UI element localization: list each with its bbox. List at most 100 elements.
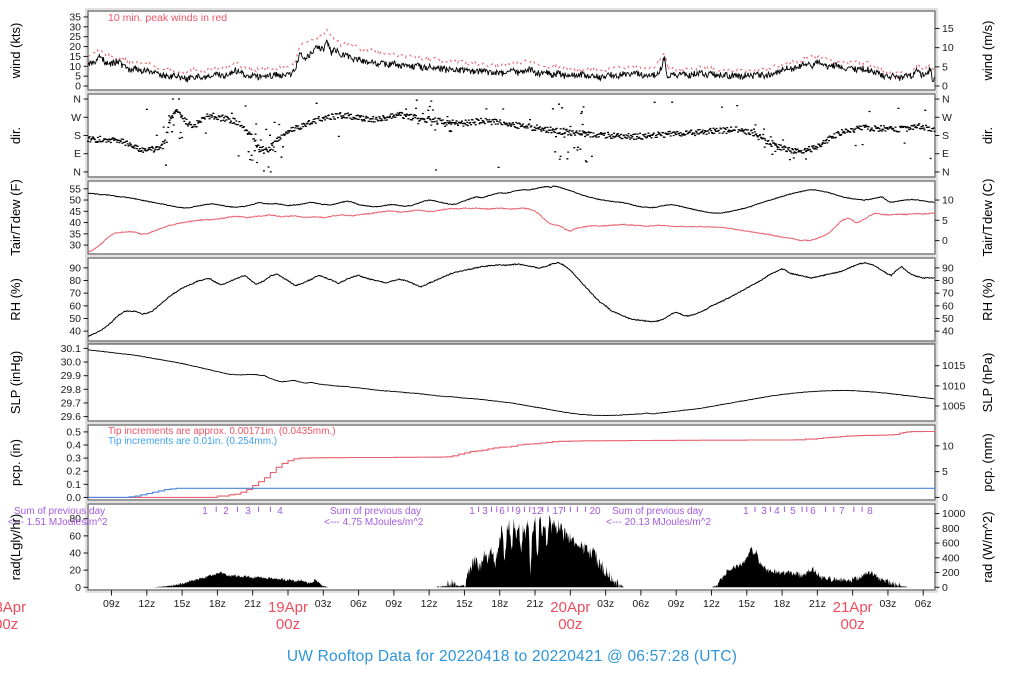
rh-ytick-label-right: 60 bbox=[942, 300, 954, 312]
temp-ytick-label-left: 45 bbox=[69, 206, 81, 218]
dir-ytick-label-left: N bbox=[73, 166, 81, 178]
rad-cumulative-marker: 7 bbox=[839, 506, 845, 517]
rad-cumulative-marker: 5 bbox=[790, 506, 796, 517]
panel-border bbox=[87, 257, 936, 342]
rh-ytick-label-left: 60 bbox=[69, 300, 81, 312]
series-wind-direction bbox=[87, 98, 936, 173]
dir-ytick-label-left: S bbox=[74, 130, 81, 142]
pcp-ytick-label-right: 0 bbox=[942, 492, 948, 504]
x-date-label: 00z bbox=[841, 616, 865, 633]
rh-ytick-label-left: 40 bbox=[69, 326, 81, 338]
series-air-temperature bbox=[87, 185, 935, 214]
rad-sum-annotation-line2: <--- 4.75 MJoules/m^2 bbox=[324, 517, 424, 528]
wind-ytick-label-left: 15 bbox=[69, 51, 81, 63]
x-tick-label: 06z bbox=[632, 598, 649, 610]
slp-ytick-label-left: 29.9 bbox=[61, 370, 82, 382]
rad-ytick-label-right: 200 bbox=[942, 567, 960, 579]
rh-ytick-label-right: 90 bbox=[942, 262, 954, 274]
rad-cumulative-marker: 6 bbox=[810, 506, 816, 517]
wind-ytick-label-right: 5 bbox=[942, 61, 948, 73]
panel-pcp: 0.00.10.20.30.4 0.5 0 5 10 pcp. (in) pcp. (mm)… bbox=[8, 422, 995, 504]
dir-axis-label-right: dir. bbox=[980, 127, 995, 144]
temp-axis-label-left: Tair/Tdew (F) bbox=[8, 179, 23, 256]
dir-ytick-label-right: E bbox=[942, 148, 949, 160]
rad-sum-annotation-line1: Sum of previous day bbox=[612, 506, 703, 517]
x-tick-label: 03z bbox=[879, 598, 896, 610]
rad-sum-annotation-line1: Sum of previous day bbox=[14, 506, 105, 517]
pcp-ytick-label-left: 0.3 bbox=[66, 453, 81, 465]
rh-ytick-label-left: 90 bbox=[69, 262, 81, 274]
x-tick-label: 09z bbox=[668, 598, 685, 610]
panel-outer-border bbox=[85, 501, 938, 593]
slp-ytick-label-right: 1005 bbox=[942, 400, 966, 412]
rad-cumulative-marker: 6 bbox=[499, 506, 505, 517]
series-solar-radiation-day3 bbox=[711, 546, 912, 588]
pcp-annotation: Tip increments are approx. 0.00171in. (0… bbox=[108, 426, 336, 437]
panel-border bbox=[87, 343, 936, 422]
rad-cumulative-marker: 20 bbox=[589, 506, 601, 517]
pcp-ytick-label-right: 5 bbox=[942, 466, 948, 478]
x-date-label: 19Apr bbox=[268, 599, 308, 616]
wind-axis-label-right: wind (m/s) bbox=[980, 21, 995, 82]
rh-ytick-label-left: 80 bbox=[69, 275, 81, 287]
pcp-axis-label-right: pcp. (mm) bbox=[980, 433, 995, 492]
x-tick-label: 18z bbox=[491, 598, 508, 610]
rh-ytick-label-right: 70 bbox=[942, 288, 954, 300]
temp-ytick-label-right: 0 bbox=[942, 235, 948, 247]
rh-ytick-label-right: 80 bbox=[942, 275, 954, 287]
rad-sum-annotation-line2: <--- 20.13 MJoules/m^2 bbox=[606, 517, 711, 528]
series-wind-average bbox=[87, 39, 935, 83]
rh-ytick-label-right: 50 bbox=[942, 313, 954, 325]
slp-axis-label-right: SLP (hPa) bbox=[980, 353, 995, 413]
x-tick-label: 06z bbox=[350, 598, 367, 610]
panel-border bbox=[87, 503, 936, 591]
rad-ytick-label-left: 20 bbox=[69, 565, 81, 577]
panel-border bbox=[87, 10, 936, 91]
rad-cumulative-marker: 1 bbox=[743, 506, 749, 517]
rad-ytick-label-left: 60 bbox=[69, 530, 81, 542]
pcp-axis-label-left: pcp. (in) bbox=[8, 439, 23, 486]
temp-ytick-label-right: 10 bbox=[942, 195, 954, 207]
series-sea-level-pressure bbox=[87, 349, 935, 417]
rh-ytick-label-left: 70 bbox=[69, 288, 81, 300]
chart-title: UW Rooftop Data for 20220418 to 20220421… bbox=[286, 648, 738, 665]
x-tick-label: 06z bbox=[915, 598, 932, 610]
rad-ytick-label-right: 800 bbox=[942, 523, 960, 535]
wind-ytick-label-left: 5 bbox=[75, 71, 81, 83]
panel-border bbox=[87, 424, 936, 501]
rh-ytick-label-left: 50 bbox=[69, 313, 81, 325]
slp-ytick-label-left: 30.0 bbox=[61, 357, 82, 369]
temp-ytick-label-left: 50 bbox=[69, 195, 81, 207]
x-tick-label: 09z bbox=[103, 598, 120, 610]
dir-ytick-label-right: N bbox=[942, 94, 950, 106]
rad-cumulative-marker: 3 bbox=[482, 506, 488, 517]
series-wind-peak-10min bbox=[87, 28, 935, 76]
x-date-label: 00z bbox=[276, 616, 300, 633]
panel-border bbox=[87, 180, 936, 255]
x-tick-label: 15z bbox=[738, 598, 755, 610]
x-date-label: 00z bbox=[558, 616, 582, 633]
x-tick-label: 12z bbox=[703, 598, 720, 610]
dir-ytick-label-left: W bbox=[71, 112, 81, 124]
wind-ytick-label-left: 10 bbox=[69, 61, 81, 73]
x-tick-label: 03z bbox=[315, 598, 332, 610]
temp-ytick-label-left: 35 bbox=[69, 228, 81, 240]
rad-sum-annotation-line2: <--- 1.51 MJoules/m^2 bbox=[8, 517, 108, 528]
temp-ytick-label-left: 40 bbox=[69, 217, 81, 229]
series-relative-humidity bbox=[87, 261, 935, 337]
rad-cumulative-marker: 3 bbox=[761, 506, 767, 517]
slp-ytick-label-left: 29.8 bbox=[61, 384, 82, 396]
pcp-annotation: Tip increments are 0.01in. (0.254mm.) bbox=[108, 436, 277, 447]
temp-axis-label-right: Tair/Tdew (C) bbox=[980, 178, 995, 256]
x-tick-label: 18z bbox=[774, 598, 791, 610]
rad-cumulative-marker: 1 bbox=[202, 506, 208, 517]
x-date-label: 00z bbox=[0, 616, 18, 633]
x-tick-label: 03z bbox=[597, 598, 614, 610]
series-dewpoint-temperature bbox=[87, 207, 935, 253]
wind-ytick-label-left: 30 bbox=[69, 21, 81, 33]
dir-ytick-label-left: E bbox=[74, 148, 81, 160]
rad-sum-annotation-line1: Sum of previous day bbox=[330, 506, 421, 517]
